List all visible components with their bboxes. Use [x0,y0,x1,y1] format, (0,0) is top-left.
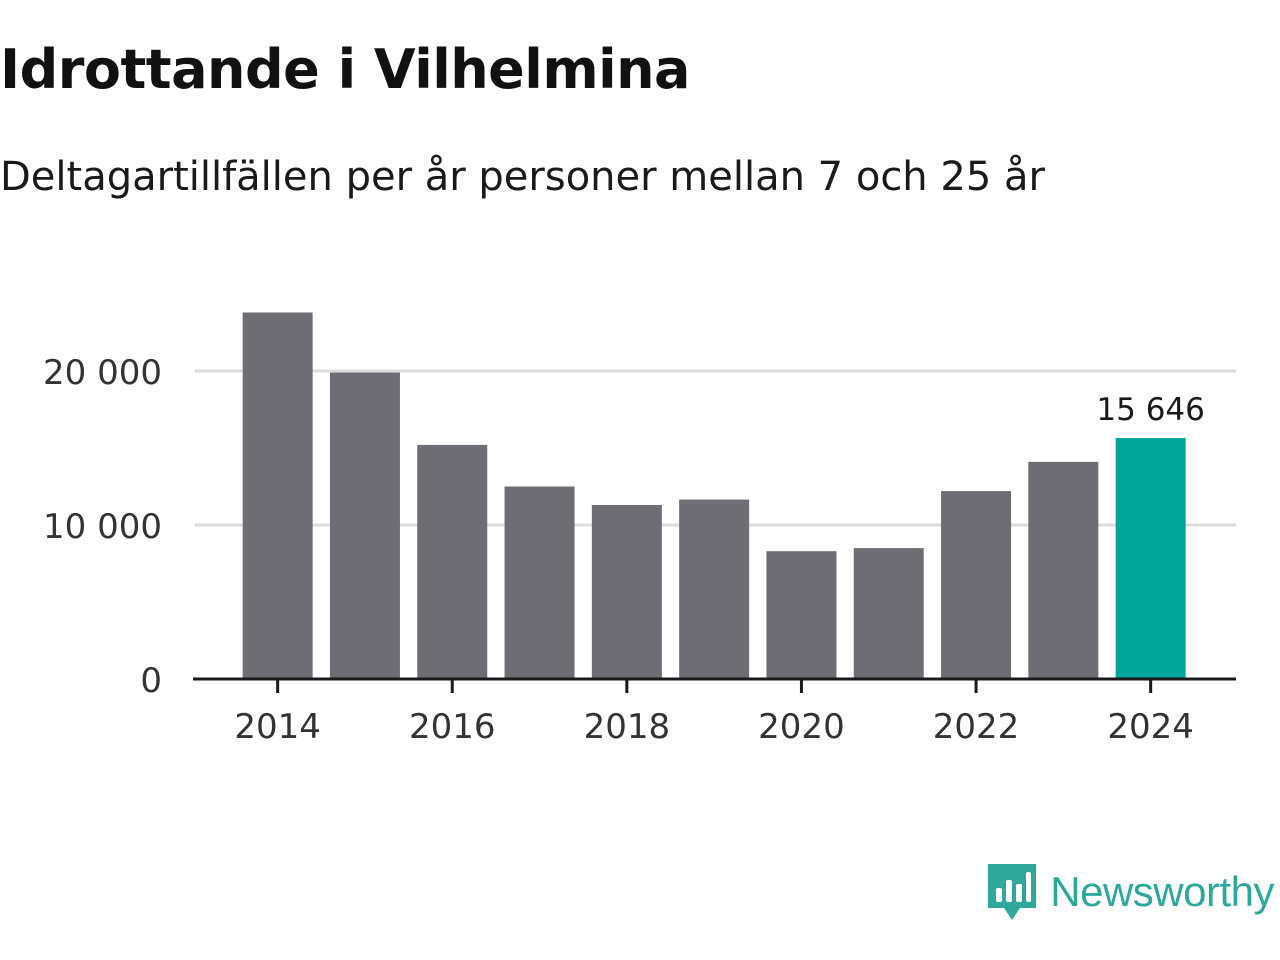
chart-title: Idrottande i Vilhelmina [0,38,690,101]
y-tick-label: 10 000 [43,507,162,547]
x-tick-label: 2022 [933,707,1020,747]
x-tick-label: 2020 [758,707,845,747]
bar-chart: 0 10 000 20 000 15 646 2014 2016 2018 2020 2022 2… [43,312,1236,747]
bar-2022 [941,491,1012,679]
bar-2020 [766,551,837,679]
bar-2024 [1115,438,1186,679]
x-tick-label: 2024 [1107,707,1194,747]
bar-2019 [679,499,750,679]
bars [242,312,1186,679]
axes [193,677,1236,693]
chart-subtitle: Deltagartillfällen per år personer mella… [0,154,1045,200]
bar-value-label: 15 646 [1096,392,1204,428]
bar-2017 [504,486,575,679]
x-tick-label: 2016 [409,707,496,747]
newsworthy-logo-icon [988,864,1037,920]
bar-2023 [1028,461,1099,679]
x-tick-label: 2014 [234,707,321,747]
bar-2021 [853,548,924,679]
brand-logo: Newsworthy [986,862,1274,922]
y-tick-label: 0 [140,661,162,701]
bar-2016 [417,444,488,679]
bar-2015 [329,372,400,679]
labels: 0 10 000 20 000 15 646 2014 2016 2018 2020 2022 2… [43,353,1205,747]
brand-name: Newsworthy [1050,868,1274,915]
x-tick-label: 2018 [584,707,671,747]
bar-2014 [242,312,313,679]
bar-2018 [591,504,662,679]
y-tick-label: 20 000 [43,353,162,393]
